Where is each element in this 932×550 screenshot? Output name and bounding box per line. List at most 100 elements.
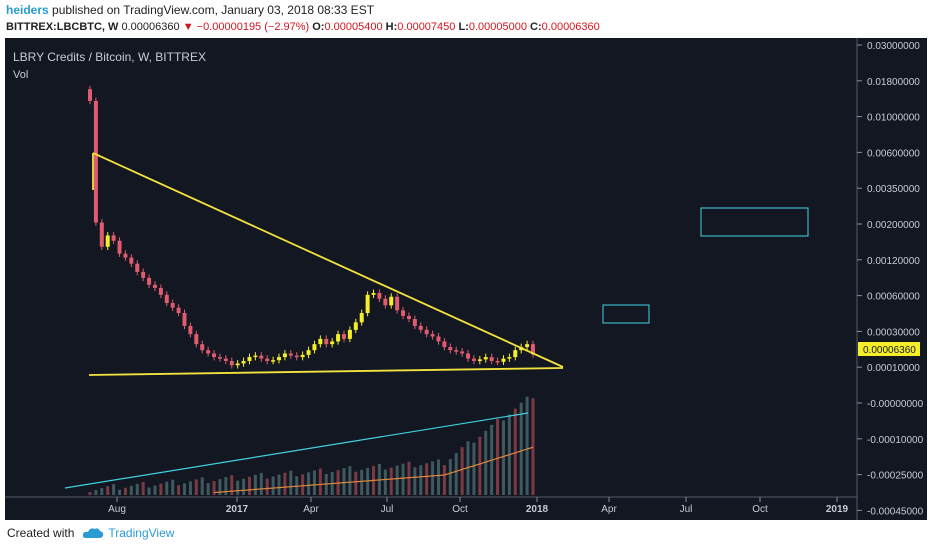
volume-bar <box>472 442 476 495</box>
candle-body <box>282 353 287 358</box>
volume-bar <box>100 488 104 495</box>
volume-bar <box>454 453 458 495</box>
volume-bar <box>147 487 151 495</box>
candle-body <box>188 325 193 335</box>
y-tick-label: 0.00200000 <box>867 220 920 231</box>
y-tick-label: 0.03000000 <box>867 41 920 52</box>
target-zone-1 <box>602 304 650 324</box>
candle-body <box>141 271 146 278</box>
volume-bar <box>265 478 269 495</box>
volume-ma-line <box>213 446 534 494</box>
candle-body <box>111 235 116 241</box>
volume-bar <box>135 483 139 495</box>
volume-bar <box>307 472 311 495</box>
candle-body <box>277 357 282 361</box>
candle-body <box>330 341 335 345</box>
tradingview-link[interactable]: TradingView <box>108 526 175 540</box>
volume-bar <box>171 479 175 495</box>
candle-body <box>176 307 181 314</box>
volume-bar <box>419 465 423 495</box>
candle-body <box>525 344 530 348</box>
candle-body <box>194 334 199 345</box>
candle-body <box>93 100 98 223</box>
volume-bar <box>165 481 169 495</box>
candle-body <box>460 351 465 354</box>
x-tick-label: 2018 <box>526 504 549 515</box>
x-tick-label: Aug <box>108 504 126 515</box>
quote-bar: BITTREX:LBCBTC, W 0.00006360 ▼ −0.000001… <box>6 21 600 33</box>
volume-bar <box>460 447 464 495</box>
candle-body <box>489 357 494 361</box>
volume-bar <box>442 465 446 495</box>
candle-body <box>271 360 276 362</box>
candle-body <box>129 257 134 264</box>
x-tick-label: Oct <box>452 504 468 515</box>
volume-bar <box>259 472 263 495</box>
x-tick-label: Jul <box>680 504 693 515</box>
volume-bar <box>123 487 127 495</box>
time-axis: Aug 2017 Apr Jul Oct 2018 Apr Jul Oct 2019 <box>5 496 857 515</box>
volume-bar <box>360 469 364 495</box>
volume-bar <box>484 430 488 495</box>
candle-body <box>448 347 453 351</box>
candle-body <box>135 263 140 272</box>
chart-svg[interactable]: LBRY Credits / Bitcoin, W, BITTREX Vol 0… <box>5 38 927 520</box>
volume-bar <box>289 470 293 495</box>
candle-body <box>294 355 299 358</box>
volume-bar <box>478 436 482 495</box>
candle-body <box>389 296 394 306</box>
volume-bar <box>519 402 523 495</box>
publish-header: heiders published on TradingView.com, Ja… <box>6 3 374 17</box>
candle-body <box>513 350 518 358</box>
volume-bar <box>141 481 145 495</box>
chart-area[interactable]: LBRY Credits / Bitcoin, W, BITTREX Vol 0… <box>5 38 927 520</box>
candle-body <box>365 294 370 314</box>
candle-body <box>424 329 429 335</box>
candle-body <box>306 350 311 355</box>
volume-bar <box>389 467 393 495</box>
volume-indicator-label: Vol <box>13 69 28 81</box>
price-change: −0.00000195 (−2.97%) <box>196 21 310 33</box>
candle-body <box>336 334 341 342</box>
candle-body <box>466 353 471 359</box>
volume-bar <box>230 475 234 495</box>
candle-series <box>88 85 535 369</box>
last-price: 0.00006360 <box>121 21 180 33</box>
volume-bar <box>194 479 198 495</box>
volume-bar <box>348 466 352 495</box>
volume-bar <box>525 396 529 495</box>
candle-body <box>99 222 104 247</box>
volume-bar <box>153 485 157 495</box>
open-label: O: <box>312 21 325 33</box>
candle-body <box>105 235 110 247</box>
candle-body <box>353 322 358 330</box>
volume-bar <box>436 459 440 495</box>
volume-bar <box>106 486 110 495</box>
volume-bar <box>218 479 222 495</box>
volume-bar <box>318 468 322 495</box>
volume-bar <box>342 468 346 495</box>
candle-body <box>312 344 317 351</box>
candle-body <box>507 357 512 359</box>
y-tick-label: 0.00120000 <box>867 256 920 267</box>
plot-area[interactable] <box>5 38 857 520</box>
volume-bar <box>177 485 181 495</box>
candle-body <box>88 89 92 101</box>
candle-body <box>477 359 482 361</box>
low-label: L: <box>458 21 469 33</box>
volume-bar <box>513 408 517 495</box>
candle-body <box>200 344 205 351</box>
candle-body <box>395 296 400 311</box>
volume-bar <box>301 474 305 495</box>
volume-bar <box>188 481 192 495</box>
author-link[interactable]: heiders <box>6 3 49 17</box>
volume-bar <box>212 481 216 495</box>
candle-body <box>147 277 152 285</box>
down-arrow-icon: ▼ <box>182 21 194 33</box>
volume-bar <box>383 469 387 495</box>
candle-body <box>247 357 252 361</box>
volume-bar <box>200 477 204 495</box>
candle-body <box>288 353 293 356</box>
candle-body <box>471 358 476 361</box>
candle-body <box>217 357 222 359</box>
